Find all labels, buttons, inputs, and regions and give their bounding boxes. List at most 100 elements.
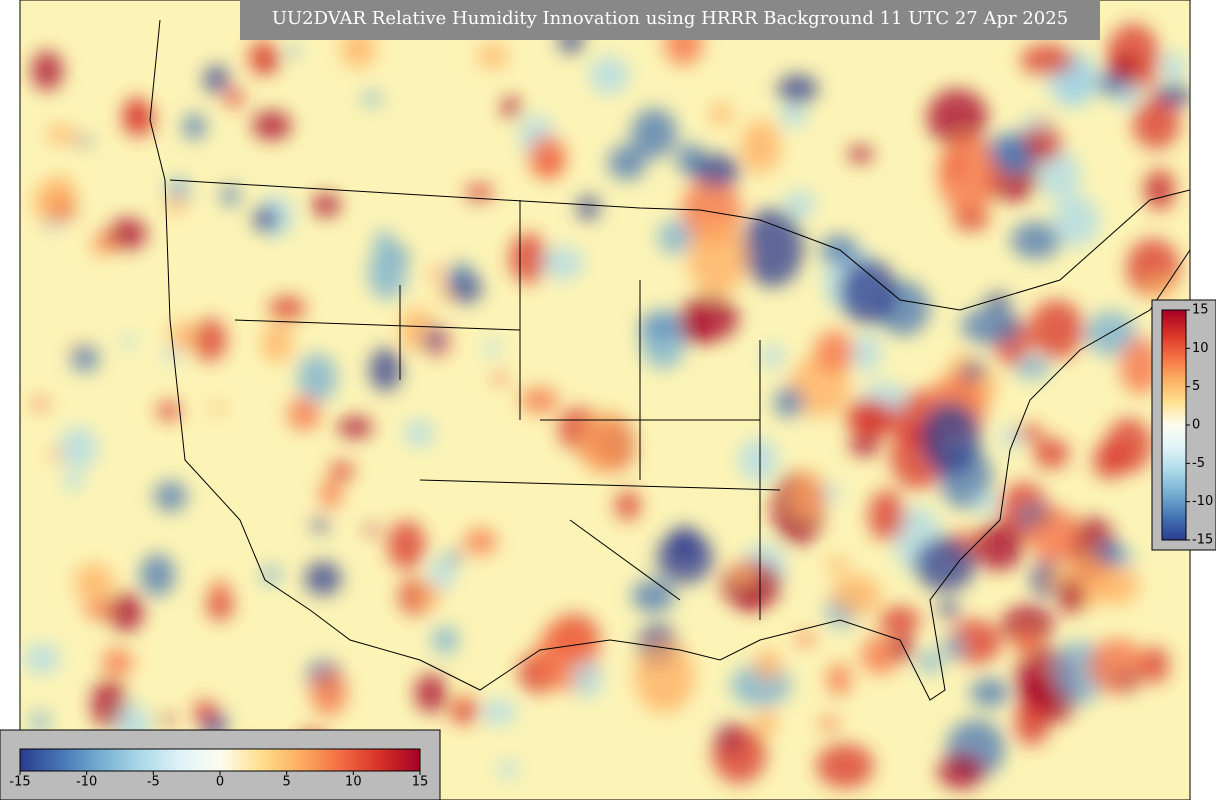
field-blob — [1039, 150, 1081, 200]
field-blob — [839, 259, 898, 325]
field-blob — [285, 45, 300, 58]
field-blob — [261, 58, 279, 70]
field-blob — [632, 578, 675, 613]
field-blob — [498, 760, 518, 779]
field-blob — [741, 208, 804, 287]
field-blob — [224, 88, 245, 108]
field-blob — [577, 195, 600, 221]
field-blob — [252, 110, 292, 141]
field-blob — [658, 219, 693, 255]
field-blob — [608, 144, 646, 181]
field-blob — [973, 521, 1024, 571]
field-blob — [477, 43, 509, 69]
field-blob — [1085, 311, 1137, 357]
field-blob — [921, 401, 981, 475]
field-blob — [942, 634, 965, 660]
field-blob — [481, 698, 516, 726]
field-blob — [528, 134, 566, 179]
title-box — [240, 0, 1100, 40]
field-blob — [430, 267, 444, 280]
field-blob — [310, 668, 347, 716]
colorbar — [1161, 309, 1187, 541]
field-blob — [431, 625, 459, 655]
field-blob — [31, 51, 63, 91]
field-blob — [961, 307, 1022, 345]
field-blob — [826, 662, 852, 696]
field-blob — [868, 490, 906, 542]
field-blob — [221, 184, 240, 207]
field-blob — [1012, 628, 1042, 656]
field-blob — [449, 698, 479, 725]
field-blob — [816, 743, 874, 789]
colorbar-tick-label: -10 — [1192, 494, 1213, 509]
field-blob — [361, 91, 383, 107]
field-blob — [755, 707, 777, 737]
field-blob — [542, 246, 584, 280]
colorbar-tick-label: -15 — [1192, 533, 1213, 548]
field-blob — [253, 206, 279, 233]
field-blob — [1015, 355, 1051, 380]
field-blob — [1144, 168, 1176, 211]
field-blob — [1001, 426, 1022, 450]
field-blob — [182, 113, 207, 140]
field-blob — [83, 599, 116, 620]
colorbar-tick-label: 15 — [1192, 303, 1209, 318]
field-blob — [168, 320, 195, 353]
field-blob — [23, 642, 60, 675]
colorbar-tick-label: 0 — [216, 775, 224, 790]
field-blob — [269, 296, 306, 321]
field-blob — [1044, 570, 1065, 591]
field-blob — [783, 190, 816, 218]
field-blob — [927, 89, 988, 146]
field-blob — [682, 317, 712, 345]
field-blob — [429, 556, 455, 591]
colorbar-tick-label: -10 — [76, 775, 97, 790]
field-blob — [311, 193, 341, 217]
field-blob — [261, 565, 282, 585]
field-blob — [640, 309, 687, 370]
colorbar-tick-label: -5 — [147, 775, 160, 790]
field-blob — [777, 74, 818, 105]
field-blob — [209, 580, 231, 594]
field-blob — [120, 334, 137, 348]
field-blob — [1033, 438, 1069, 469]
field-blob — [1145, 276, 1173, 299]
colorbar-tick-label: 5 — [283, 775, 291, 790]
field-blob — [319, 479, 342, 509]
field-blob — [1020, 127, 1063, 162]
field-blob — [74, 563, 115, 602]
field-blob — [572, 659, 603, 699]
field-blob — [248, 39, 277, 76]
field-blob — [192, 318, 227, 362]
field-blob — [878, 606, 921, 636]
field-blob — [50, 448, 63, 460]
field-blob — [740, 119, 781, 174]
field-blob — [687, 220, 748, 296]
field-blob — [424, 327, 442, 351]
field-blob — [64, 471, 83, 492]
field-blob — [156, 400, 182, 421]
field-blob — [208, 402, 226, 414]
field-blob — [1052, 195, 1100, 247]
humidity-field — [23, 19, 1190, 789]
field-blob — [93, 246, 107, 258]
field-blob — [847, 146, 874, 163]
field-blob — [831, 574, 882, 616]
field-blob — [449, 262, 473, 285]
field-blob — [59, 426, 98, 470]
field-blob — [108, 218, 147, 250]
field-blob — [818, 717, 840, 731]
field-blob — [712, 725, 767, 784]
field-blob — [157, 715, 174, 726]
field-blob — [329, 460, 354, 482]
field-blob — [485, 338, 500, 358]
field-blob — [435, 289, 453, 301]
field-blob — [464, 528, 497, 555]
field-blob — [795, 631, 816, 647]
field-blob — [826, 556, 849, 574]
field-blob — [30, 397, 50, 410]
field-blob — [849, 433, 880, 456]
field-blob — [369, 347, 402, 392]
field-blob — [970, 678, 1009, 708]
